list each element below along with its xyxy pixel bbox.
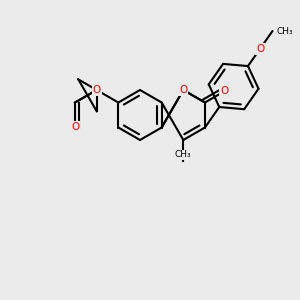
Text: O: O [220,86,229,96]
Text: CH₃: CH₃ [276,27,293,36]
Text: O: O [71,122,79,133]
Text: O: O [256,44,264,54]
Text: O: O [93,85,101,95]
Text: O: O [179,85,188,95]
Text: CH₃: CH₃ [175,150,192,159]
